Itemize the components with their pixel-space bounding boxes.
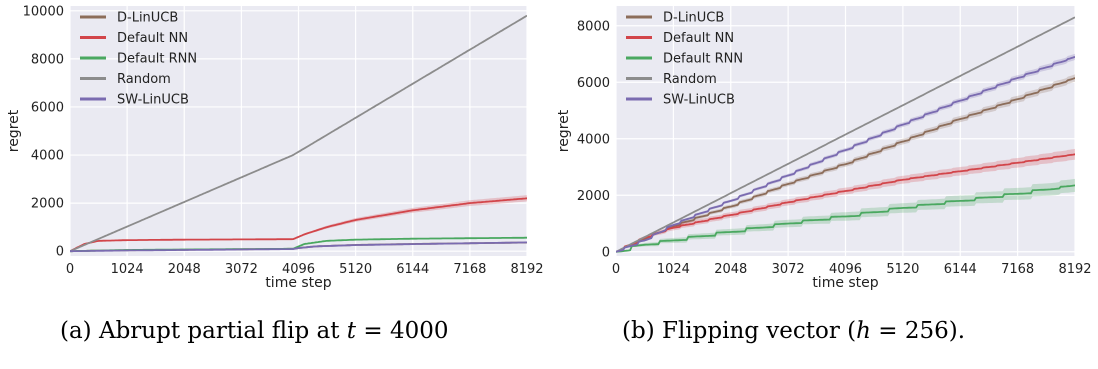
- y-tick-label-b-1: 2000: [577, 189, 610, 204]
- y-tick-label-b-2: 4000: [577, 132, 610, 147]
- x-tick-label-a-8: 8192: [510, 262, 543, 277]
- legend-label-b-1: Default NN: [663, 31, 734, 46]
- x-tick-label-b-4: 4096: [829, 262, 862, 277]
- x-tick-label-a-5: 5120: [339, 262, 372, 277]
- series-band-b-4: [616, 53, 1075, 252]
- y-tick-label-a-5: 10000: [23, 4, 64, 19]
- y-tick-label-b-0: 0: [602, 245, 610, 260]
- x-tick-label-b-7: 7168: [1001, 262, 1034, 277]
- series-line-b-0: [616, 77, 1075, 253]
- x-tick-label-a-4: 4096: [282, 262, 315, 277]
- legend-label-a-2: Default RNN: [117, 52, 197, 67]
- legend-label-b-4: SW-LinUCB: [663, 93, 735, 108]
- series-line-b-3: [616, 16, 1075, 253]
- y-tick-label-a-1: 2000: [31, 197, 64, 212]
- chart-panel-b: 0 1024 2048 3072 4096 5120 6144 7168 8192 0 2000 40…: [556, 6, 1092, 291]
- series-line-a-1: [70, 197, 527, 253]
- x-tick-label-b-0: 0: [612, 262, 620, 277]
- x-axis-label-b: time step: [812, 275, 878, 291]
- x-tick-label-b-2: 2048: [714, 262, 747, 277]
- x-tick-label-a-6: 6144: [396, 262, 429, 277]
- x-tick-label-a-2: 2048: [168, 262, 201, 277]
- caption-b: (b) Flipping vector (h = 256).: [622, 318, 966, 344]
- y-axis-label-a: regret: [6, 109, 22, 152]
- legend-label-a-1: Default NN: [117, 31, 188, 46]
- x-tick-label-b-3: 3072: [772, 262, 805, 277]
- legend-label-a-3: Random: [117, 72, 171, 87]
- legend-label-b-3: Random: [663, 72, 717, 87]
- x-tick-label-b-5: 5120: [886, 262, 919, 277]
- y-tick-label-a-0: 0: [56, 245, 64, 260]
- y-axis-label-b: regret: [556, 109, 572, 152]
- x-tick-label-b-8: 8192: [1058, 262, 1091, 277]
- x-axis-label-a: time step: [265, 275, 331, 291]
- legend-label-b-2: Default RNN: [663, 52, 743, 67]
- legend-label-b-0: D-LinUCB: [663, 11, 724, 26]
- y-tick-label-a-4: 8000: [31, 52, 64, 67]
- x-tick-label-b-6: 6144: [944, 262, 977, 277]
- series-band-b-1: [616, 148, 1075, 252]
- x-tick-label-a-3: 3072: [225, 262, 258, 277]
- legend-label-a-0: D-LinUCB: [117, 11, 178, 26]
- y-tick-label-a-3: 6000: [31, 100, 64, 115]
- series-line-b-4: [616, 55, 1075, 253]
- chart-panel-a: 0 1024 2048 3072 4096 5120 6144 7168 8192 0 2000 40…: [6, 4, 544, 291]
- y-tick-label-b-3: 6000: [577, 76, 610, 91]
- series-band-a-1: [70, 195, 527, 252]
- series-line-a-3: [70, 14, 527, 253]
- legend-label-a-4: SW-LinUCB: [117, 93, 189, 108]
- x-tick-label-a-1: 1024: [111, 262, 144, 277]
- x-tick-label-a-0: 0: [66, 262, 74, 277]
- figure-canvas: 0 1024 2048 3072 4096 5120 6144 7168 8192 0 2000 40…: [6, 4, 1092, 291]
- x-tick-label-a-7: 7168: [453, 262, 486, 277]
- y-tick-label-b-4: 8000: [577, 19, 610, 34]
- series-line-b-2: [616, 184, 1075, 253]
- y-tick-label-a-2: 4000: [31, 149, 64, 164]
- caption-a: (a) Abrupt partial flip at t = 4000: [60, 318, 449, 344]
- series-line-b-1: [616, 153, 1075, 253]
- series-band-b-2: [616, 178, 1075, 252]
- x-tick-label-b-1: 1024: [657, 262, 690, 277]
- series-line-a-4: [70, 241, 527, 253]
